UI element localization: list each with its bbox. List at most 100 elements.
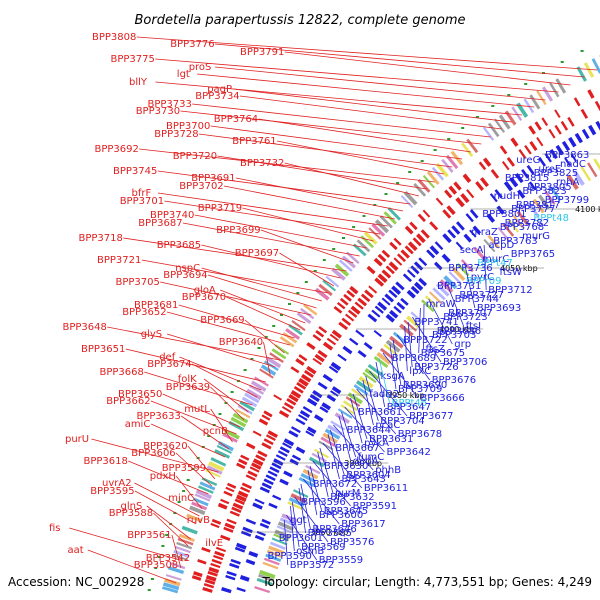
gene-leader-line-left [162,393,241,428]
gene-leader-line-right [333,424,374,471]
forward-strand-gene [345,313,355,322]
forward-strand-gene [317,349,328,359]
cog-category-gene [191,501,208,511]
cog-category-gene [363,231,378,245]
cog-category-gene [392,331,408,345]
reverse-strand-gene [256,530,266,537]
cog-category-gene [318,440,334,451]
forward-strand-gene [475,181,484,191]
gene-label-right: ftsW [500,267,522,278]
forward-strand-gene [333,305,343,314]
reverse-strand-gene [230,558,241,565]
cog-category-gene [356,239,371,253]
scale-tick-mark [288,303,291,305]
gene-label-left: glyS [141,329,162,340]
gene-label-right: BPP3736 [448,263,492,274]
forward-strand-gene [232,502,244,510]
cog-category-gene [403,319,418,332]
reverse-strand-gene [517,189,526,199]
gene-label-right: BPP3645 [324,506,368,517]
cog-category-gene [277,521,294,531]
gene-leader-line-right [322,442,363,489]
gene-label-right: BPP3801 [482,209,526,220]
reverse-strand-gene [469,229,477,238]
reverse-strand-gene [302,406,313,414]
gene-label-left: purU [65,434,89,445]
reverse-strand-gene [248,550,259,558]
gene-label-right: BPP3678 [398,429,442,440]
gene-leader-line-left [69,527,184,562]
gene-label-left: ruvB [187,515,210,526]
scale-tick-mark [218,413,222,415]
reverse-strand-gene [486,213,496,223]
reverse-strand-gene [328,365,339,374]
reverse-strand-gene [544,152,552,163]
forward-strand-gene [412,237,422,247]
gene-label-left: BPP3700 [166,121,210,132]
cog-category-gene [259,569,276,579]
forward-strand-gene [315,330,325,338]
gene-label-right: BPP3690 [403,380,447,391]
cog-category-gene [379,215,393,229]
cog-category-gene [461,142,474,157]
gene-leader-line-left [191,363,258,398]
cog-category-gene [300,307,315,320]
cog-category-gene [288,324,303,336]
cog-category-gene [230,416,247,428]
gene-label-left: BPP3694 [163,270,207,281]
gene-label-right: BPP3782 [505,218,549,229]
gene-label-right: BPP3693 [477,303,521,314]
gene-label-right: BPP3722 [403,335,447,346]
reverse-strand-gene [389,309,399,319]
forward-strand-gene [215,546,227,553]
cog-category-gene [173,549,190,558]
cog-category-gene [296,311,312,324]
cog-category-gene [538,194,551,210]
gene-label-left: BPP3662 [106,396,150,407]
forward-strand-gene [214,550,225,557]
gene-leader-line-left [284,51,571,86]
gene-leader-line-right [319,447,334,494]
forward-strand-gene [548,128,556,139]
cog-category-gene [532,198,545,214]
cog-category-gene [529,94,541,110]
cog-category-gene [291,320,306,332]
cog-category-gene [373,355,389,369]
gene-label-right: BPP3647 [387,402,431,413]
gene-leader-line-left [201,267,323,302]
cog-category-gene [549,186,562,202]
cog-category-gene [223,428,240,440]
cog-category-gene [460,259,474,273]
gene-leader-line-left [150,423,226,458]
scale-tick-mark [296,292,300,294]
cog-category-gene [337,408,353,419]
gene-leader-line-left [215,66,546,101]
reverse-strand-gene [245,558,256,566]
reverse-strand-gene [521,169,530,179]
gene-label-left: BPP3618 [84,456,128,467]
gene-leader-line-right [464,262,476,309]
gene-label-right: BPP3559 [319,555,363,566]
reverse-strand-gene [489,193,498,203]
scale-tick-mark [507,94,511,96]
forward-strand-gene [400,249,410,259]
gene-leader-line-left [107,326,280,361]
reverse-strand-gene [306,397,318,407]
reverse-strand-gene [410,265,420,275]
cog-category-gene [583,62,595,78]
gene-label-left: BPP3639 [166,382,210,393]
cog-category-gene [263,557,280,566]
cog-category-gene [279,336,295,348]
reverse-strand-gene [242,526,253,534]
gene-label-right: BPP3646 [312,524,356,535]
cog-category-gene [591,58,600,74]
reverse-strand-gene [321,402,331,411]
reverse-strand-gene [568,136,577,148]
reverse-strand-gene [272,494,282,501]
gene-label-right: BPPt48 [533,213,569,224]
cog-category-gene [210,457,227,467]
gene-leader-line-left [166,311,290,346]
gene-label-right: ureE [539,164,562,175]
gene-leader-line-left [194,214,367,249]
gene-leader-line-left [219,289,306,324]
